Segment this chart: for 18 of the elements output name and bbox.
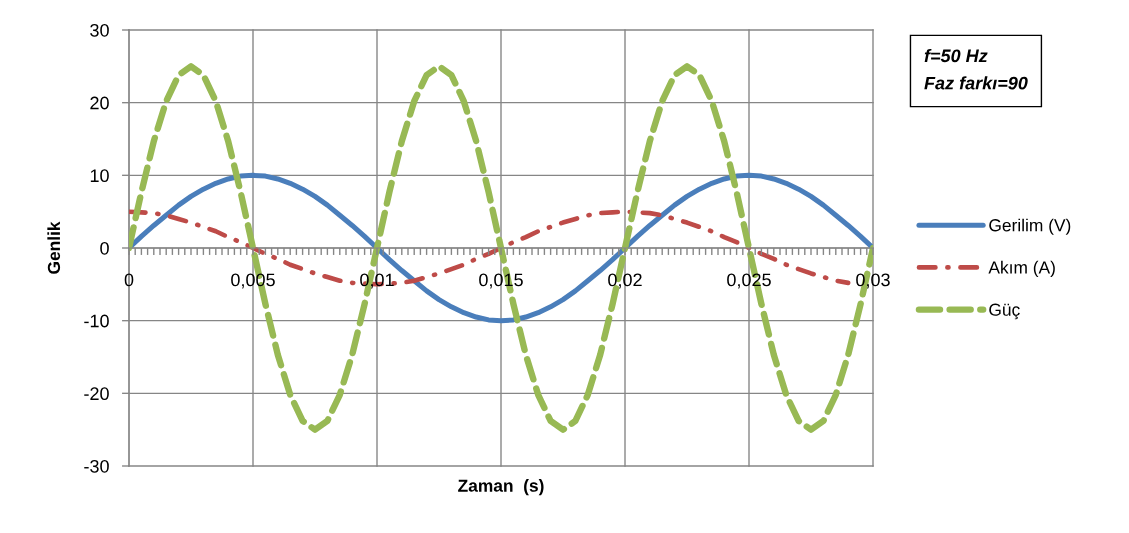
y-tick-label: 20	[90, 96, 109, 110]
x-tick-label: 0,005	[231, 273, 275, 289]
legend-label: Gerilim (V)	[989, 218, 1071, 235]
legend-label: Güç	[989, 303, 1020, 320]
y-tick-label: 10	[90, 169, 109, 183]
y-tick-label: -30	[84, 459, 109, 473]
x-tick-label: 0,025	[727, 273, 771, 289]
y-tick-label: 30	[90, 23, 109, 37]
y-tick-label: -20	[84, 387, 109, 401]
x-axis-title: Zaman (s)	[458, 479, 544, 496]
x-tick-label: 0	[124, 273, 134, 287]
legend-label: Akım (A)	[988, 260, 1055, 278]
text: f=50 Hz	[924, 48, 988, 63]
x-tick-label: 0,02	[608, 273, 642, 289]
y-tick-label: 0	[100, 241, 109, 255]
y-tick-label: -10	[84, 314, 109, 328]
text: Faz farkı=90	[924, 76, 1028, 90]
y-axis-title: Genlik	[47, 221, 61, 274]
